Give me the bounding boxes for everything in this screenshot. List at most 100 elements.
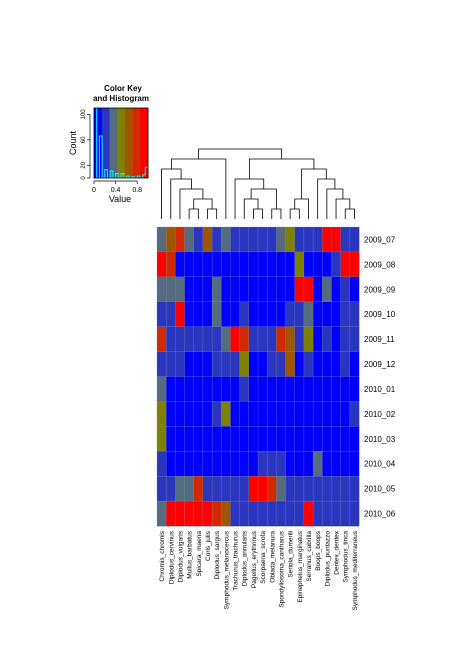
heatmap-cell — [276, 251, 286, 278]
heatmap-cell — [166, 301, 176, 328]
heatmap-cell — [267, 301, 277, 328]
column-label: Coris_julis — [205, 530, 212, 561]
heatmap-cell — [202, 326, 213, 353]
heatmap-cell — [303, 301, 314, 328]
heatmap-cell — [166, 351, 176, 377]
heatmap-cell — [175, 301, 185, 328]
heatmap-cell — [285, 451, 296, 477]
row-label: 2010_05 — [364, 485, 396, 494]
heatmap-cell — [221, 351, 231, 377]
heatmap-cell — [202, 476, 213, 502]
heatmap-cell — [184, 376, 195, 402]
heatmap-cell — [230, 476, 241, 502]
heatmap-cell — [267, 451, 277, 477]
heatmap-cell — [267, 376, 277, 402]
heatmap-cell — [166, 426, 176, 452]
heatmap-cell — [193, 251, 204, 278]
column-label: Epinephelus_marginatus — [297, 530, 304, 602]
heatmap-cell — [331, 251, 342, 278]
heatmap-cell — [349, 500, 360, 527]
heatmap-cell — [276, 376, 286, 402]
heatmap-cell — [257, 276, 268, 303]
heatmap-cell — [285, 351, 296, 377]
color-key-gradient — [94, 108, 149, 178]
color-key-y-label: Count — [68, 131, 78, 156]
heatmap-cell — [303, 276, 314, 303]
heatmap-cell — [230, 401, 241, 427]
heatmap-cell — [257, 326, 268, 353]
dendrogram-link — [193, 198, 213, 209]
heatmap-cell — [331, 276, 342, 303]
column-label: Diplodus_vulgaris — [177, 530, 184, 582]
heatmap-cell — [267, 276, 277, 303]
heatmap-cell — [184, 426, 195, 452]
dendrogram-link — [170, 178, 192, 219]
heatmap-cell — [221, 376, 231, 402]
heatmap-cell — [211, 476, 222, 502]
heatmap-cell — [175, 376, 185, 402]
color-key-title-line1: Color Key — [104, 84, 142, 93]
heatmap-cell — [248, 326, 259, 353]
heatmap-cell — [230, 226, 241, 253]
heatmap-cell — [340, 276, 351, 303]
color-key-y-tick-label: 20 — [81, 161, 87, 168]
heatmap-cell — [202, 376, 213, 402]
heatmap-cell — [267, 500, 277, 527]
heatmap-cell — [156, 326, 167, 353]
heatmap-cell — [221, 476, 231, 502]
dendrogram-link — [317, 178, 336, 219]
heatmap-cell — [175, 401, 185, 427]
heatmap-cell — [267, 401, 277, 427]
heatmap-cell — [239, 251, 250, 278]
column-label: Diplodus_annularis — [242, 530, 249, 586]
heatmap-cell — [239, 426, 250, 452]
heatmap-cell — [322, 500, 332, 527]
heatmap-cell — [211, 276, 222, 303]
heatmap-cell — [230, 301, 241, 328]
heatmap-cell — [257, 351, 268, 377]
heatmap-cell — [156, 301, 167, 328]
heatmap-cell — [166, 376, 176, 402]
heatmap-cell — [221, 226, 231, 253]
color-key-x-label: Value — [109, 194, 131, 204]
heatmap-cell — [175, 451, 185, 477]
heatmap-cell — [267, 251, 277, 278]
heatmap-cell — [221, 426, 231, 452]
column-label: Symphodus_mediterraneus — [352, 530, 359, 610]
heatmap-cell — [184, 326, 195, 353]
heatmap-cell — [276, 426, 286, 452]
heatmap-cell — [276, 401, 286, 427]
heatmap-cell — [276, 301, 286, 328]
heatmap-cell — [340, 251, 351, 278]
heatmap-cell — [248, 376, 259, 402]
heatmap-cell — [276, 451, 286, 477]
heatmap-cell — [248, 401, 259, 427]
heatmap-cell — [322, 351, 332, 377]
heatmap-cell — [285, 226, 296, 253]
heatmap-cell — [175, 326, 185, 353]
heatmap-cell — [156, 376, 167, 402]
heatmap-cell — [257, 376, 268, 402]
heatmap-cell — [156, 351, 167, 377]
column-label: Spicara_maena — [196, 531, 203, 577]
heatmap-cell — [285, 376, 296, 402]
heatmap-cell — [322, 226, 332, 253]
heatmap-cell — [221, 451, 231, 477]
heatmap-cell — [202, 301, 213, 328]
column-label: Seriola_dumerili — [288, 531, 295, 578]
heatmap-cell — [257, 476, 268, 502]
heatmap-cell — [166, 276, 176, 303]
heatmap-cell — [340, 301, 351, 328]
row-label: 2010_02 — [364, 410, 396, 419]
heatmap-cell — [221, 276, 231, 303]
heatmap-cell — [193, 401, 204, 427]
heatmap-cell — [239, 351, 250, 377]
heatmap-cell — [184, 500, 195, 527]
heatmap-cell — [294, 326, 305, 353]
dendrogram-link — [161, 168, 182, 219]
color-key-y-axis: 0 20 60 100 — [81, 109, 91, 180]
heatmap-cell — [267, 226, 277, 253]
column-label: Symphodus_melanocercus — [223, 530, 230, 609]
heatmap-cells — [156, 226, 360, 527]
heatmap-cell — [312, 376, 323, 402]
